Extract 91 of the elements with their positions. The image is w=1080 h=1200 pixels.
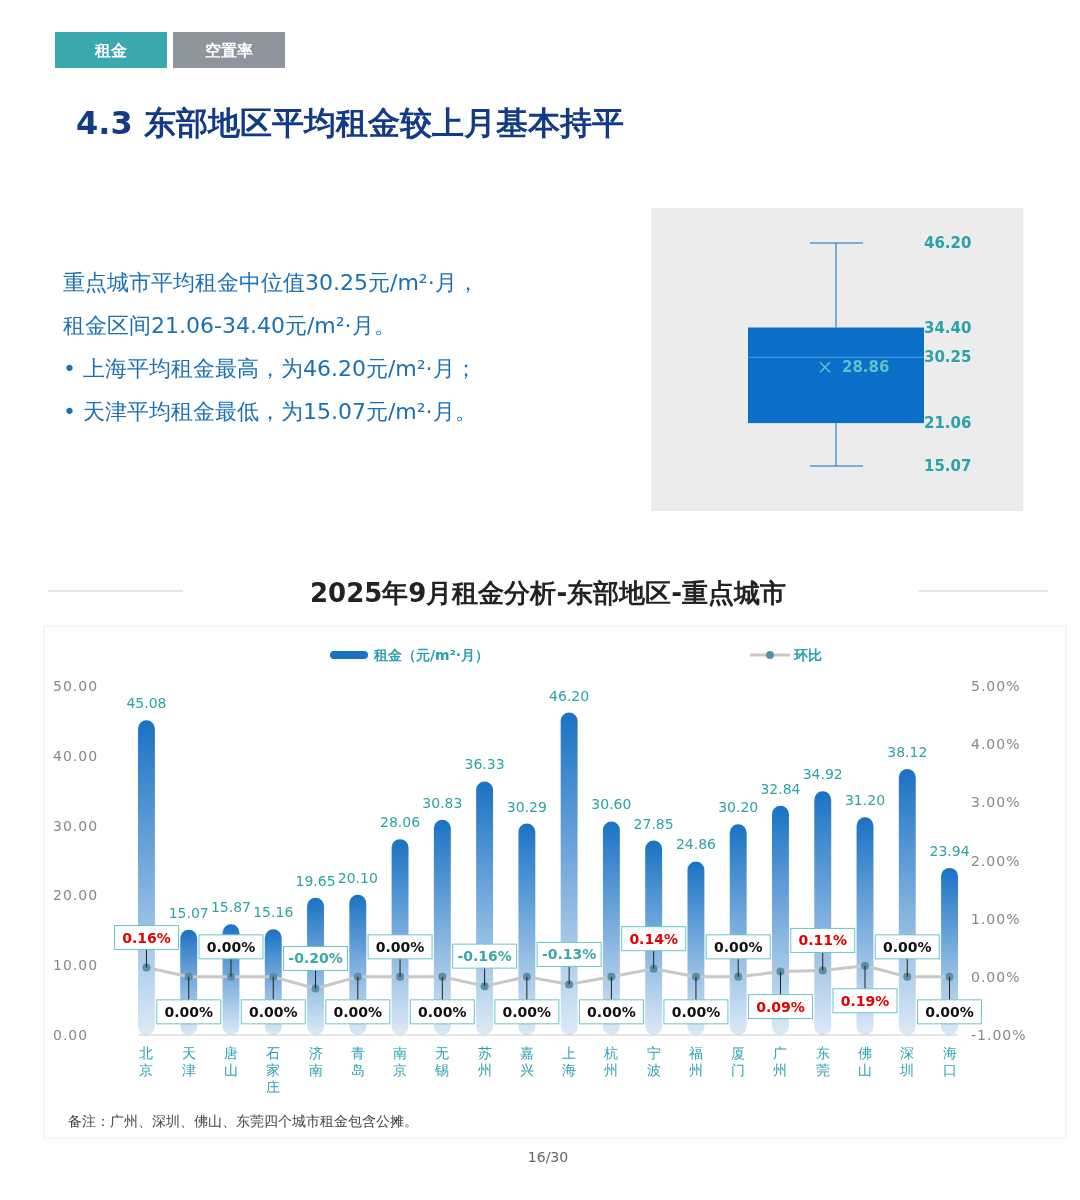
- data-label: 30.29: [506, 798, 547, 815]
- y-tick-label: 21.06: [924, 414, 972, 433]
- y-tick-label: 46.20: [924, 234, 972, 252]
- y-tick-label: 15.07: [924, 457, 972, 475]
- y-tick-label: 40.00: [53, 747, 99, 764]
- text: 重点城市平均租金中位值30.25元/m²·月，: [63, 270, 479, 295]
- data-label: 0.00%: [164, 1003, 214, 1020]
- data-label: 30.20: [718, 799, 759, 816]
- text: 租金: [94, 41, 127, 60]
- data-label: 24.86: [675, 836, 717, 853]
- x-tick-label: 广州: [773, 1045, 788, 1078]
- data-label: 0.00%: [248, 1003, 298, 1020]
- text: 租金区间21.06-34.40元/m²·月。: [63, 313, 396, 338]
- data-label: 0.00%: [333, 1003, 383, 1020]
- y2-tick-label: 4.00%: [971, 736, 1021, 753]
- data-label: 38.12: [887, 743, 928, 760]
- x-tick-label: 无锡: [434, 1045, 450, 1078]
- text: 16/30: [527, 1149, 569, 1165]
- y2-tick-label: 0.00%: [971, 968, 1021, 985]
- data-label: 15.16: [253, 904, 294, 921]
- legend-label: 租金（元/m²·月）: [373, 647, 490, 663]
- data-label: 30.60: [591, 796, 632, 813]
- data-label: 31.20: [844, 792, 886, 809]
- y-tick-label: 0.00: [53, 1027, 89, 1043]
- x-tick-label: 宁波: [646, 1045, 661, 1078]
- data-label: 15.07: [168, 904, 209, 921]
- y-tick-label: 50.00: [53, 678, 99, 694]
- y2-tick-label: 2.00%: [971, 852, 1021, 869]
- data-label: 15.87: [210, 899, 252, 916]
- x-tick-label: 福州: [688, 1045, 703, 1078]
- annotation: 28.86: [842, 358, 890, 377]
- legend-label: 环比: [793, 647, 822, 663]
- data-label: 46.20: [549, 687, 590, 704]
- x-tick-label: 东莞: [815, 1045, 830, 1078]
- data-label: 0.00%: [925, 1003, 974, 1020]
- data-label: 23.94: [929, 842, 970, 859]
- text: 备注：广州、深圳、佛山、东莞四个城市租金包含公摊。: [68, 1113, 418, 1129]
- x-tick-label: 海口: [942, 1045, 957, 1078]
- data-label: 0.09%: [756, 998, 805, 1015]
- data-label: 0.00%: [713, 938, 763, 955]
- x-tick-label: 深圳: [899, 1045, 915, 1078]
- y-tick-label: 30.25: [924, 348, 972, 367]
- data-label: 34.92: [802, 766, 843, 783]
- x-tick-label: 佛山: [858, 1045, 873, 1078]
- x-tick-label: 南京: [393, 1045, 408, 1078]
- data-label: 0.19%: [840, 992, 890, 1009]
- x-tick-label: 上海: [562, 1045, 577, 1078]
- y2-tick-label: 3.00%: [971, 794, 1021, 811]
- data-label: 0.00%: [671, 1003, 721, 1020]
- y-tick-label: 30.00: [53, 817, 99, 834]
- y-tick-label: 34.40: [924, 318, 972, 337]
- data-label: 19.65: [295, 872, 336, 889]
- x-tick-label: 杭州: [603, 1045, 619, 1078]
- y2-tick-label: 5.00%: [971, 678, 1021, 694]
- data-label: 0.00%: [502, 1003, 552, 1020]
- data-label: 36.33: [464, 756, 505, 773]
- data-label: 45.08: [126, 695, 167, 712]
- data-label: 30.83: [422, 794, 463, 811]
- data-label: 0.14%: [629, 930, 678, 947]
- text: 4.3 东部地区平均租金较上月基本持平: [76, 104, 624, 142]
- y-tick-label: 20.00: [53, 887, 99, 904]
- text: 空置率: [205, 41, 253, 60]
- x-tick-label: 石家庄: [266, 1045, 281, 1095]
- data-label: -0.13%: [541, 946, 597, 963]
- data-label: 0.00%: [418, 1003, 467, 1020]
- text: • 天津平均租金最低，为15.07元/m²·月。: [63, 399, 477, 424]
- y2-tick-label: 1.00%: [971, 910, 1021, 927]
- data-label: 28.06: [380, 814, 421, 831]
- data-label: 0.16%: [122, 929, 171, 946]
- data-label: 27.85: [633, 815, 674, 832]
- x-tick-label: 济南: [308, 1045, 323, 1078]
- data-label: 0.00%: [882, 938, 932, 955]
- y-tick-label: 10.00: [53, 957, 99, 974]
- data-label: 0.00%: [375, 938, 425, 955]
- x-tick-label: 北京: [139, 1045, 154, 1078]
- y2-tick-label: -1.00%: [971, 1027, 1027, 1043]
- x-tick-label: 唐山: [223, 1045, 238, 1078]
- text: • 上海平均租金最高，为46.20元/m²·月；: [63, 356, 477, 381]
- x-tick-label: 厦门: [731, 1045, 746, 1078]
- data-label: -0.16%: [457, 948, 512, 965]
- x-tick-label: 苏州: [477, 1045, 492, 1078]
- chart-title: 2025年9月租金分析-东部地区-重点城市: [309, 578, 787, 608]
- data-label: 0.11%: [798, 932, 848, 949]
- data-label: 0.00%: [587, 1003, 636, 1020]
- data-label: 20.10: [337, 869, 378, 886]
- data-label: -0.20%: [288, 950, 343, 967]
- x-tick-label: 天津: [181, 1045, 196, 1078]
- x-tick-label: 嘉兴: [519, 1045, 534, 1078]
- data-label: 0.00%: [206, 938, 256, 955]
- x-tick-label: 青岛: [350, 1045, 365, 1078]
- data-label: 32.84: [760, 780, 801, 797]
